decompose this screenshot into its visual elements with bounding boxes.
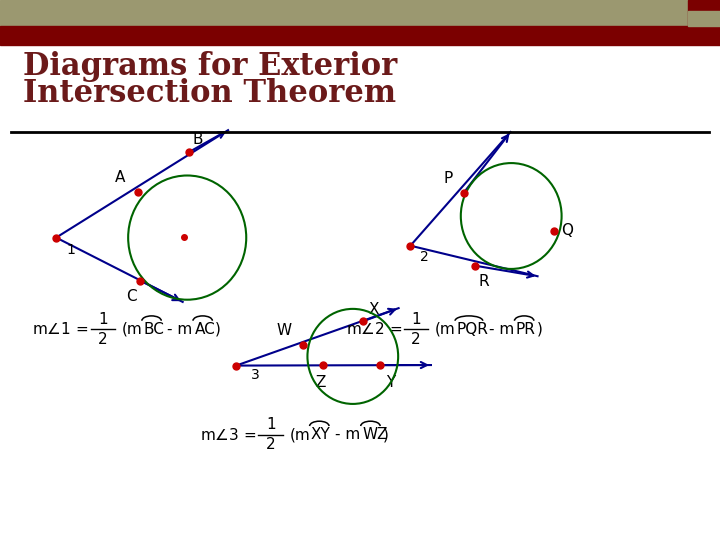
Text: Diagrams for Exterior: Diagrams for Exterior [23, 51, 397, 82]
Text: ): ) [537, 322, 543, 337]
Text: 1: 1 [411, 312, 421, 327]
Text: P: P [444, 171, 453, 186]
Text: - m: - m [335, 427, 360, 442]
Text: XY: XY [311, 427, 330, 442]
Text: m$\angle$3 =: m$\angle$3 = [200, 427, 258, 443]
Bar [688, 0, 720, 26]
Text: Q: Q [562, 222, 574, 238]
Text: Y: Y [386, 375, 395, 390]
Text: 2: 2 [420, 250, 429, 264]
Text: 1: 1 [98, 312, 108, 327]
Text: A: A [115, 170, 125, 185]
Text: ): ) [383, 427, 389, 442]
Text: 2: 2 [266, 437, 276, 452]
Text: 1: 1 [266, 417, 276, 433]
Text: PQR: PQR [456, 322, 488, 337]
Text: ): ) [215, 322, 221, 337]
Text: 3: 3 [251, 368, 259, 382]
Text: X: X [369, 302, 379, 317]
Text: (m: (m [289, 427, 310, 442]
Text: R: R [478, 274, 489, 289]
Text: PR: PR [516, 322, 536, 337]
Text: m$\angle$1 =: m$\angle$1 = [32, 321, 90, 338]
Text: 1: 1 [66, 243, 75, 257]
Bar [0, 26, 720, 45]
Bar [688, 11, 720, 26]
Text: - m: - m [488, 322, 514, 337]
Text: (m: (m [122, 322, 143, 337]
Text: W: W [276, 323, 292, 338]
Text: Z: Z [315, 375, 325, 390]
Bar [0, 0, 720, 26]
Text: B: B [193, 132, 204, 147]
Text: - m: - m [167, 322, 192, 337]
Text: m$\angle$2 =: m$\angle$2 = [346, 321, 403, 338]
Text: WZ: WZ [362, 427, 387, 442]
Text: 2: 2 [411, 332, 421, 347]
Text: 2: 2 [98, 332, 108, 347]
Text: Intersection Theorem: Intersection Theorem [23, 78, 396, 109]
Text: BC: BC [143, 322, 164, 337]
Text: C: C [126, 289, 137, 304]
Text: (m: (m [435, 322, 456, 337]
Text: AC: AC [194, 322, 215, 337]
